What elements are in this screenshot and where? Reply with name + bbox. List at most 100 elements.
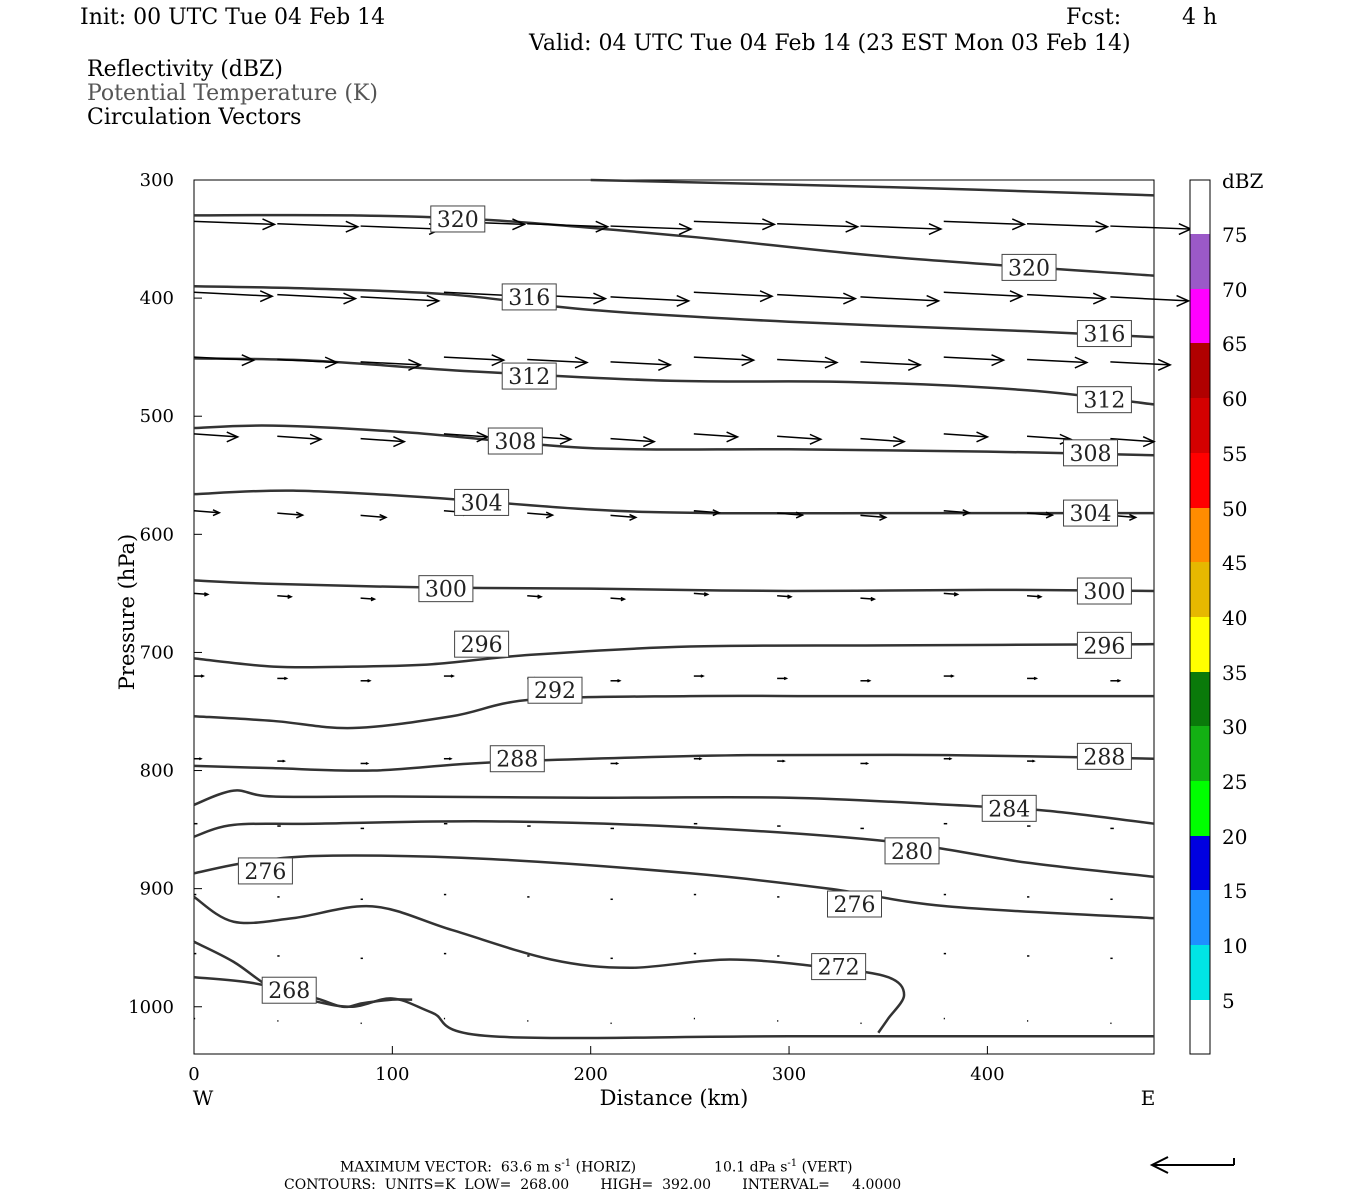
max-vector-horizontal-exponent: -1 xyxy=(561,1158,572,1169)
circulation-vector xyxy=(1026,512,1053,516)
circulation-vector xyxy=(527,594,542,598)
circulation-vector-head xyxy=(295,511,305,519)
circulation-vector xyxy=(860,514,886,519)
contour-label: 312 xyxy=(1083,389,1125,414)
circulation-vector xyxy=(943,592,958,596)
colorbar-tick-75: 75 xyxy=(1222,223,1247,247)
circulation-vector-head xyxy=(759,290,774,303)
colorbar-tick-20: 20 xyxy=(1222,825,1247,849)
circulation-vector-head xyxy=(953,592,960,597)
y-tick-label: 1000 xyxy=(128,997,174,1018)
circulation-vector xyxy=(777,358,837,364)
colorbar-cell-70 xyxy=(1190,289,1210,343)
circulation-vector-head xyxy=(726,431,740,443)
contour-label: 312 xyxy=(508,365,550,390)
circulation-vector xyxy=(193,291,273,297)
colorbar-tick-40: 40 xyxy=(1222,606,1247,630)
contour-label: 280 xyxy=(891,840,933,865)
contour-label: 276 xyxy=(244,860,286,885)
contour-label: 288 xyxy=(496,748,538,773)
circulation-vector-head xyxy=(226,431,240,443)
circulation-vector xyxy=(1110,361,1171,366)
contour-label-box xyxy=(1063,439,1119,467)
contour-label-box xyxy=(811,953,867,981)
circulation-vector-head xyxy=(809,433,823,445)
contour-label-box xyxy=(489,745,545,773)
circulation-vector xyxy=(610,514,636,519)
contour-label: 296 xyxy=(461,633,503,658)
circulation-vector-head xyxy=(845,220,860,233)
contour-label: 316 xyxy=(1083,323,1125,348)
circulation-vector-head xyxy=(559,433,573,445)
contour-line-296 xyxy=(193,642,1155,669)
x-end-label-east: E xyxy=(1141,1086,1156,1110)
x-tick-label: 200 xyxy=(574,1064,608,1085)
circulation-vector-head xyxy=(865,761,870,765)
circulation-vector-head xyxy=(783,676,789,681)
contour-label-box xyxy=(1001,253,1057,281)
colorbar-tick-30: 30 xyxy=(1222,715,1247,739)
circulation-vector-head xyxy=(491,354,506,367)
circulation-vector-head xyxy=(345,220,360,233)
x-end-label-west: W xyxy=(193,1086,214,1110)
circulation-vector-head xyxy=(712,509,721,517)
axes-layer: 0 100 200 300 400 300 400 500 600 700 800 900 1000 xyxy=(128,170,1004,1085)
y-tick-label: 800 xyxy=(140,761,174,782)
circulation-vector-head xyxy=(1142,436,1156,448)
max-vector-horizontal: MAXIMUM VECTOR: 63.6 m s xyxy=(340,1159,562,1176)
circulation-vector-head xyxy=(309,433,323,445)
circulation-vector xyxy=(777,222,858,228)
circulation-vector-head xyxy=(879,513,888,521)
contour-line-264 xyxy=(193,975,413,1009)
circulation-vector xyxy=(277,512,303,516)
circulation-vector-head xyxy=(198,757,203,761)
circulation-vector xyxy=(193,356,254,361)
y-tick-label: 700 xyxy=(140,642,174,663)
circulation-vector xyxy=(610,437,655,443)
contour-line-320 xyxy=(193,213,1155,277)
contour-label-box xyxy=(1076,386,1132,414)
circulation-vector-head xyxy=(1092,292,1108,305)
circulation-vector-head xyxy=(867,679,872,683)
contour-label: 300 xyxy=(425,578,467,603)
contour-label-box xyxy=(237,857,293,885)
contour-label-box xyxy=(418,575,474,603)
circulation-vector-head xyxy=(450,674,455,678)
circulation-vector-head xyxy=(324,356,339,369)
circulation-vector xyxy=(360,296,439,302)
circulation-vector-head xyxy=(1011,218,1027,231)
circulation-vector xyxy=(693,509,720,514)
circulation-vector xyxy=(443,356,504,361)
contour-label-box xyxy=(1076,631,1132,659)
circulation-vector xyxy=(193,509,220,514)
circulation-vector xyxy=(943,220,1025,226)
circulation-vector xyxy=(360,437,405,443)
x-tick-label: 300 xyxy=(772,1064,806,1085)
circulation-vector-head xyxy=(365,761,370,765)
field-circulation-vectors: Circulation Vectors xyxy=(87,105,302,130)
field-reflectivity: Reflectivity (dBZ) xyxy=(87,57,283,82)
circulation-vector-head xyxy=(782,759,786,763)
circulation-vector xyxy=(277,293,356,300)
circulation-vector-head xyxy=(343,292,358,305)
circulation-vector xyxy=(360,597,375,600)
colorbar-cell-75 xyxy=(1190,234,1210,289)
colorbar-cell-60 xyxy=(1190,398,1210,453)
circulation-vector xyxy=(693,592,708,596)
circulation-vector-head xyxy=(892,436,906,448)
contour-label-box xyxy=(430,205,486,233)
circulation-vector-head xyxy=(262,218,277,231)
init-time: Init: 00 UTC Tue 04 Feb 14 xyxy=(80,5,386,30)
colorbar-tick-60: 60 xyxy=(1222,387,1247,411)
circulation-vector-head xyxy=(948,757,953,761)
colorbar-cell-15 xyxy=(1190,890,1210,945)
contour-label-box xyxy=(1076,742,1132,770)
max-vector-line: MAXIMUM VECTOR: 63.6 m s-1 (HORIZ) 10.1 d… xyxy=(340,1158,852,1176)
contour-label: 308 xyxy=(1070,442,1112,467)
x-tick-label: 400 xyxy=(970,1064,1004,1085)
circulation-vector-head xyxy=(795,511,805,519)
contour-label-box xyxy=(884,837,940,865)
contour-line-316 xyxy=(193,285,1155,339)
circulation-vector xyxy=(943,509,970,514)
contour-line-280 xyxy=(193,819,1155,879)
